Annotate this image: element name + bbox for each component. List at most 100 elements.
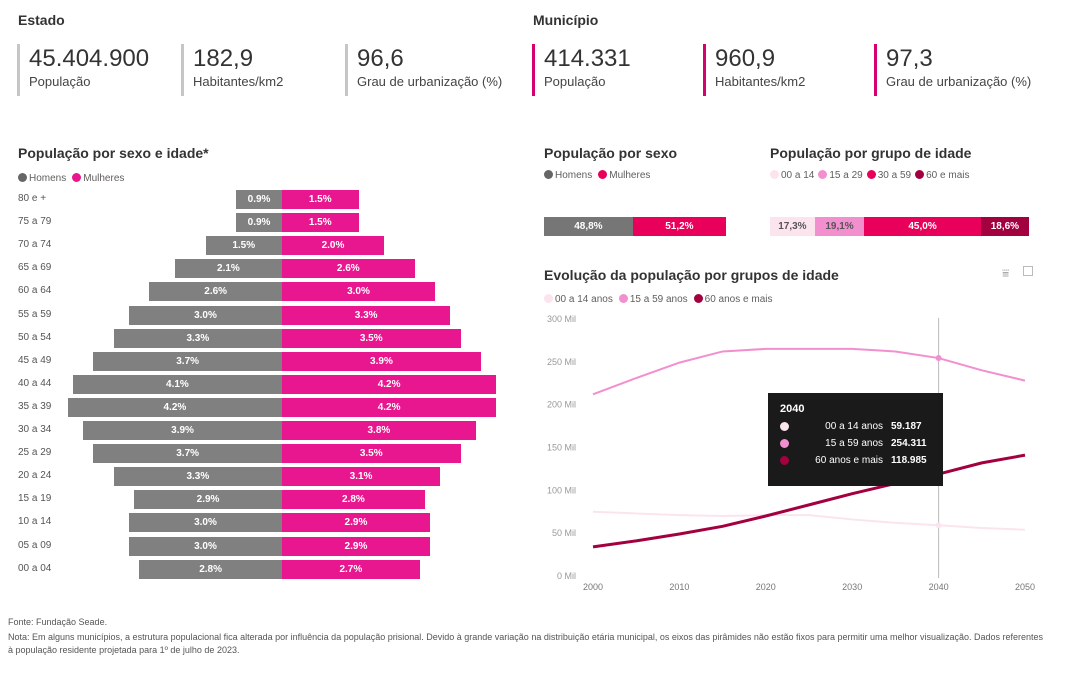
pyramid-row: 60 a 64 2.6% 3.0% xyxy=(0,282,540,302)
x-tick-label: 2000 xyxy=(583,582,603,592)
kpi-label: População xyxy=(29,74,91,89)
age-label: 65 a 69 xyxy=(18,262,52,274)
bar-men[interactable]: 3.3% xyxy=(113,328,282,348)
age-label: 50 a 54 xyxy=(18,331,52,343)
sexo-legend: Homens Mulheres xyxy=(544,170,650,181)
stack-segment[interactable]: 18,6% xyxy=(980,217,1029,236)
bar-women[interactable]: 3.3% xyxy=(282,305,451,325)
data-point[interactable] xyxy=(935,355,942,362)
footer-note: Nota: Em alguns municípios, a estrutura … xyxy=(8,632,1044,655)
stack-segment[interactable]: 51,2% xyxy=(632,217,726,236)
kpi-label: Habitantes/km2 xyxy=(715,74,806,89)
age-label: 15 a 19 xyxy=(18,493,52,505)
kpi-value: 182,9 xyxy=(193,45,254,72)
tooltip-label: 15 a 59 anos xyxy=(825,438,883,449)
bar-men[interactable]: 3.3% xyxy=(113,467,282,487)
bar-women[interactable]: 1.5% xyxy=(282,213,359,233)
legend-label: 00 a 14 xyxy=(781,170,815,181)
tooltip-value: 118.985 xyxy=(891,455,927,466)
bar-women[interactable]: 3.5% xyxy=(282,444,461,464)
bar-men[interactable]: 2.8% xyxy=(139,559,282,579)
bar-men[interactable]: 2.6% xyxy=(149,282,282,302)
y-tick-label: 0 Mil xyxy=(557,571,576,581)
bar-men[interactable]: 3.0% xyxy=(129,305,282,325)
kpi-value: 97,3 xyxy=(886,45,933,72)
y-tick-label: 150 Mil xyxy=(547,442,576,452)
dot-icon xyxy=(780,456,789,465)
stack-segment[interactable]: 45,0% xyxy=(864,217,981,236)
legend-label: 00 a 14 anos xyxy=(555,294,613,305)
y-tick-label: 100 Mil xyxy=(547,485,576,495)
sexo-stacked-bar: 48,8% 51,2% xyxy=(544,217,726,236)
bar-women[interactable]: 3.9% xyxy=(282,351,481,371)
bar-men[interactable]: 3.0% xyxy=(129,513,282,533)
bar-women[interactable]: 2.0% xyxy=(282,236,384,256)
bar-men[interactable]: 1.5% xyxy=(205,236,282,256)
tooltip-value: 59.187 xyxy=(891,421,922,432)
age-label: 40 a 44 xyxy=(18,377,52,389)
legend-dot-icon xyxy=(544,170,553,179)
kpi-municipio-populacao: 414.331 População xyxy=(532,44,631,96)
kpi-municipio-densidade: 960,9 Habitantes/km2 xyxy=(703,44,805,96)
x-tick-label: 2020 xyxy=(756,582,776,592)
bar-women[interactable]: 2.9% xyxy=(282,513,430,533)
legend-dot-icon xyxy=(770,170,779,179)
stack-segment[interactable]: 19,1% xyxy=(814,217,865,236)
legend-dot-icon xyxy=(866,170,876,179)
bar-men[interactable]: 3.7% xyxy=(93,444,282,464)
bar-men[interactable]: 0.9% xyxy=(236,190,282,209)
pyramid-row: 25 a 29 3.7% 3.5% xyxy=(0,444,540,464)
bar-women[interactable]: 4.2% xyxy=(282,397,497,417)
kpi-estado-urbanizacao: 96,6 Grau de urbanização (%) xyxy=(345,44,502,96)
kpi-label: Grau de urbanização (%) xyxy=(886,74,1032,89)
bar-men[interactable]: 3.9% xyxy=(83,421,282,440)
pyramid-row: 65 a 69 2.1% 2.6% xyxy=(0,259,540,279)
bar-women[interactable]: 3.5% xyxy=(282,328,461,348)
x-tick-label: 2030 xyxy=(842,582,862,592)
focus-mode-icon[interactable] xyxy=(1023,266,1033,276)
series-line[interactable] xyxy=(592,347,1026,396)
bar-men[interactable]: 2.9% xyxy=(134,490,282,510)
age-label: 35 a 39 xyxy=(18,400,52,412)
y-tick-label: 200 Mil xyxy=(547,400,576,410)
bar-women[interactable]: 4.2% xyxy=(282,374,497,394)
bar-women[interactable]: 1.5% xyxy=(282,190,359,209)
bar-women[interactable]: 2.6% xyxy=(282,259,415,279)
age-label: 45 a 49 xyxy=(18,354,52,366)
dot-icon xyxy=(780,439,789,448)
bar-men[interactable]: 0.9% xyxy=(236,213,282,233)
bar-women[interactable]: 2.9% xyxy=(282,536,430,556)
kpi-estado-populacao: 45.404.900 População xyxy=(17,44,149,96)
footer-source: Fonte: Fundação Seade. xyxy=(8,617,108,627)
evolucao-legend: 00 a 14 anos 15 a 59 anos 60 anos e mais xyxy=(544,294,772,305)
legend-label: 60 e mais xyxy=(926,170,970,181)
pyramid-row: 40 a 44 4.1% 4.2% xyxy=(0,374,540,394)
bar-women[interactable]: 2.8% xyxy=(282,490,425,510)
bar-women[interactable]: 3.8% xyxy=(282,421,476,440)
municipio-title: Município xyxy=(533,12,599,28)
x-tick-label: 2040 xyxy=(929,582,949,592)
y-tick-label: 50 Mil xyxy=(552,528,576,538)
data-point[interactable] xyxy=(935,522,942,529)
stack-segment[interactable]: 48,8% xyxy=(544,217,633,236)
bar-men[interactable]: 2.1% xyxy=(174,259,282,279)
bar-men[interactable]: 4.1% xyxy=(72,374,282,394)
bar-men[interactable]: 4.2% xyxy=(67,397,282,417)
series-line[interactable] xyxy=(592,510,1026,531)
pyramid-row: 75 a 79 0.9% 1.5% xyxy=(0,213,540,233)
grupo-legend: 00 a 14 15 a 29 30 a 59 60 e mais xyxy=(770,170,969,181)
stack-segment[interactable]: 17,3% xyxy=(770,217,815,236)
bar-men[interactable]: 3.0% xyxy=(129,536,282,556)
bar-women[interactable]: 2.7% xyxy=(282,559,420,579)
chart-tooltip: 2040 00 a 14 anos 59.187 15 a 59 anos 254.… xyxy=(768,393,943,486)
bar-women[interactable]: 3.1% xyxy=(282,467,441,487)
filter-icon[interactable]: ⩸ xyxy=(1002,266,1010,280)
pyramid-row: 45 a 49 3.7% 3.9% xyxy=(0,351,540,371)
series-line[interactable] xyxy=(592,453,1026,549)
kpi-value: 960,9 xyxy=(715,45,776,72)
age-label: 75 a 79 xyxy=(18,216,52,228)
grupo-stacked-bar: 17,3% 19,1% 45,0% 18,6% xyxy=(770,217,1029,236)
bar-men[interactable]: 3.7% xyxy=(93,351,282,371)
bar-women[interactable]: 3.0% xyxy=(282,282,435,302)
